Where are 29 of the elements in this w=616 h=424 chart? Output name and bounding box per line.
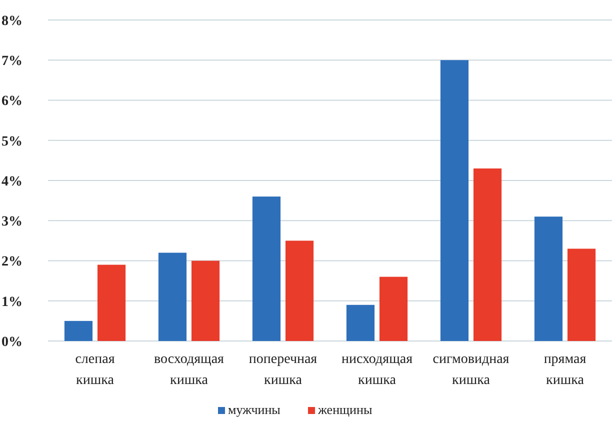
y-tick-label: 2% — [2, 254, 22, 270]
bar — [64, 320, 93, 341]
legend-label: мужчины — [228, 402, 281, 417]
bar — [534, 216, 563, 341]
y-tick-label: 3% — [2, 214, 22, 230]
y-tick-label: 6% — [2, 94, 22, 110]
x-tick-label: нисходящая кишка — [341, 352, 414, 388]
y-tick-label: 7% — [2, 54, 22, 70]
x-tick-label: поперечная кишка — [248, 352, 318, 388]
legend-label: женщины — [317, 402, 372, 417]
bar — [158, 252, 187, 341]
x-tick-label: прямая кишка — [544, 352, 587, 388]
bar — [440, 60, 469, 341]
y-tick-label: 5% — [2, 134, 22, 150]
bar — [252, 196, 281, 341]
x-tick-label: восходящая кишка — [154, 352, 225, 388]
bar — [97, 264, 126, 341]
bar — [346, 304, 375, 341]
bar — [473, 168, 502, 341]
bar — [285, 240, 314, 341]
y-tick-label: 4% — [2, 174, 22, 190]
y-tick-label: 1% — [2, 294, 22, 310]
x-tick-label: слепая кишка — [75, 352, 116, 388]
bar — [567, 248, 596, 341]
x-tick-label: сигмовидная кишка — [432, 352, 510, 388]
y-tick-label: 0% — [2, 334, 22, 350]
bar — [379, 276, 408, 341]
bar — [191, 260, 220, 341]
y-tick-label: 8% — [2, 14, 22, 29]
